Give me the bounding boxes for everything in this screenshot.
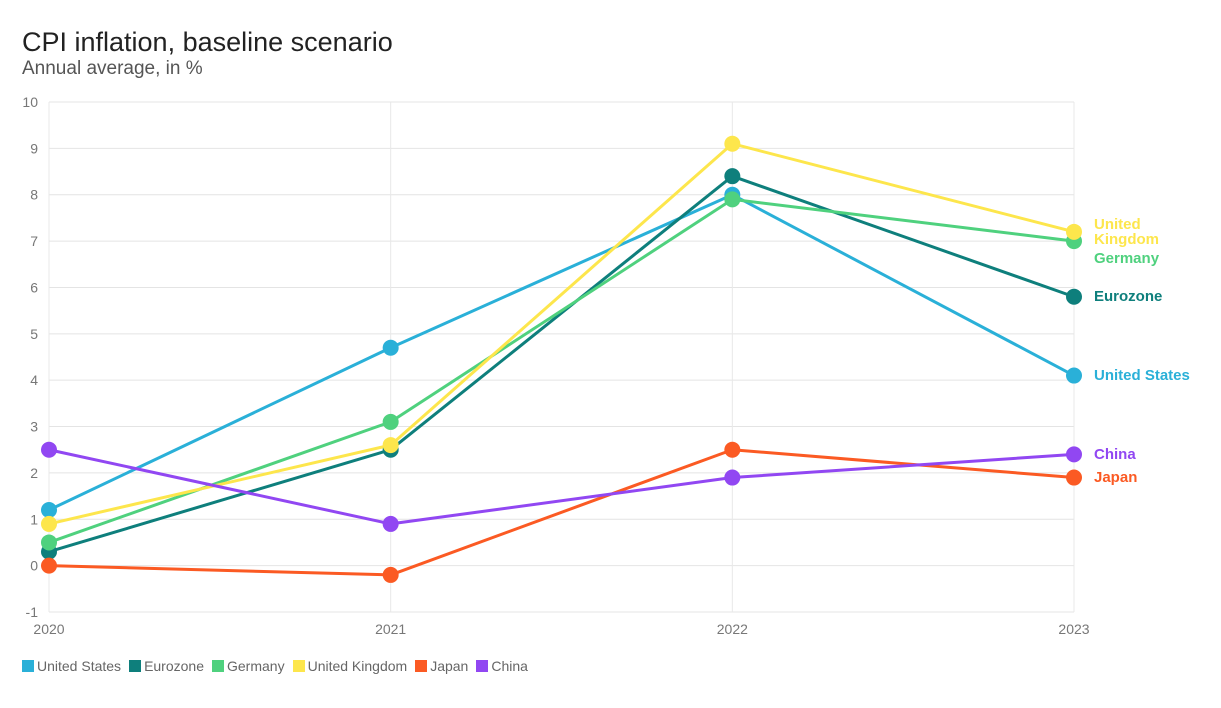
series-line-japan [48,448,1075,577]
series-line-china [48,448,1075,526]
y-tick-label: 6 [30,279,38,295]
data-point-united-kingdom-2020 [41,515,57,532]
data-point-germany-2021 [382,413,399,430]
axis-layer: -1 0 1 2 3 4 5 6 7 8 9 10 2020 2021 2022 2023 [22,94,1089,637]
legend-item-china[interactable]: China [476,658,528,674]
legend-label: Eurozone [144,658,204,674]
data-point-united-kingdom-2023 [1066,223,1082,240]
end-label-united-kingdom: United Kingdom [1094,216,1159,248]
series-line-united-states [48,193,1075,512]
data-point-united-states-2023 [1066,367,1082,384]
legend-item-united-kingdom[interactable]: United Kingdom [292,658,408,674]
y-tick-label: 3 [30,419,38,435]
data-point-germany-2022 [724,191,741,208]
series-china [48,448,1075,526]
end-label-united-states: United States [1094,367,1190,384]
end-label-germany: Germany [1094,250,1160,267]
data-point-china-2023 [1066,446,1082,463]
y-tick-label: 2 [30,465,38,481]
series-line-germany [48,197,1075,544]
data-point-china-2021 [382,515,399,532]
legend-swatch [476,660,489,672]
grid-layer [48,101,1075,613]
legend-label: Japan [430,658,469,674]
series-points-japan [41,441,1082,583]
data-point-japan-2023 [1066,469,1082,486]
series-line-united-kingdom [48,142,1075,526]
series-japan [48,448,1075,577]
legend-label: United Kingdom [307,658,408,674]
data-point-japan-2021 [382,566,399,583]
series-united-kingdom [48,142,1075,526]
x-tick-label: 2020 [33,621,64,637]
legend-label: China [491,658,528,674]
y-tick-label: 9 [30,140,38,156]
y-tick-label: -1 [26,604,39,620]
legend-item-germany[interactable]: Germany [212,658,285,674]
data-point-germany-2020 [41,534,57,551]
chart-title: CPI inflation, baseline scenario [22,27,393,57]
y-tick-label: 0 [30,558,38,574]
chart-subtitle: Annual average, in % [22,58,203,79]
y-tick-label: 10 [22,94,38,110]
data-point-united-states-2020 [41,502,57,518]
series-points-china [41,441,1082,532]
data-point-china-2020 [41,441,57,458]
data-point-japan-2020 [41,557,57,574]
legend-swatch [22,660,34,672]
legend-swatch [129,660,142,672]
series-united-states [48,193,1075,512]
y-tick-label: 8 [30,187,38,203]
end-label-eurozone: Eurozone [1094,288,1162,305]
series-line-eurozone [48,174,1075,554]
series-points-united-states [41,186,1082,518]
data-point-china-2022 [724,469,741,486]
end-label-china: China [1094,446,1136,463]
legend-swatch [212,660,224,672]
data-point-united-kingdom-2021 [382,437,399,454]
y-tick-label: 7 [30,233,38,249]
legend-item-japan[interactable]: Japan [415,658,468,674]
y-tick-label: 5 [30,326,38,342]
end-label-japan: Japan [1094,469,1137,486]
legend-label: United States [37,658,122,674]
x-tick-label: 2021 [375,621,406,637]
series-points-united-kingdom [41,135,1082,532]
legend-swatch [292,660,305,672]
data-point-eurozone-2022 [724,168,741,185]
series-germany [48,197,1075,544]
series-eurozone [48,174,1075,554]
data-point-eurozone-2023 [1066,288,1082,305]
legend: United States Eurozone Germany United Kingd… [22,658,536,674]
label-layer: United Kingdom Germany Eurozone United State… [1094,216,1190,486]
y-tick-label: 4 [30,372,38,388]
y-tick-label: 1 [30,511,38,527]
data-point-japan-2022 [724,441,741,458]
legend-swatch [415,660,428,672]
data-point-united-states-2021 [382,339,399,356]
data-point-united-kingdom-2022 [724,135,741,152]
legend-label: Germany [227,658,285,674]
x-tick-label: 2023 [1058,621,1089,637]
series-layer [41,135,1082,583]
x-tick-label: 2022 [717,621,748,637]
legend-item-eurozone[interactable]: Eurozone [129,658,204,674]
legend-item-united-states[interactable]: United States [22,658,121,674]
